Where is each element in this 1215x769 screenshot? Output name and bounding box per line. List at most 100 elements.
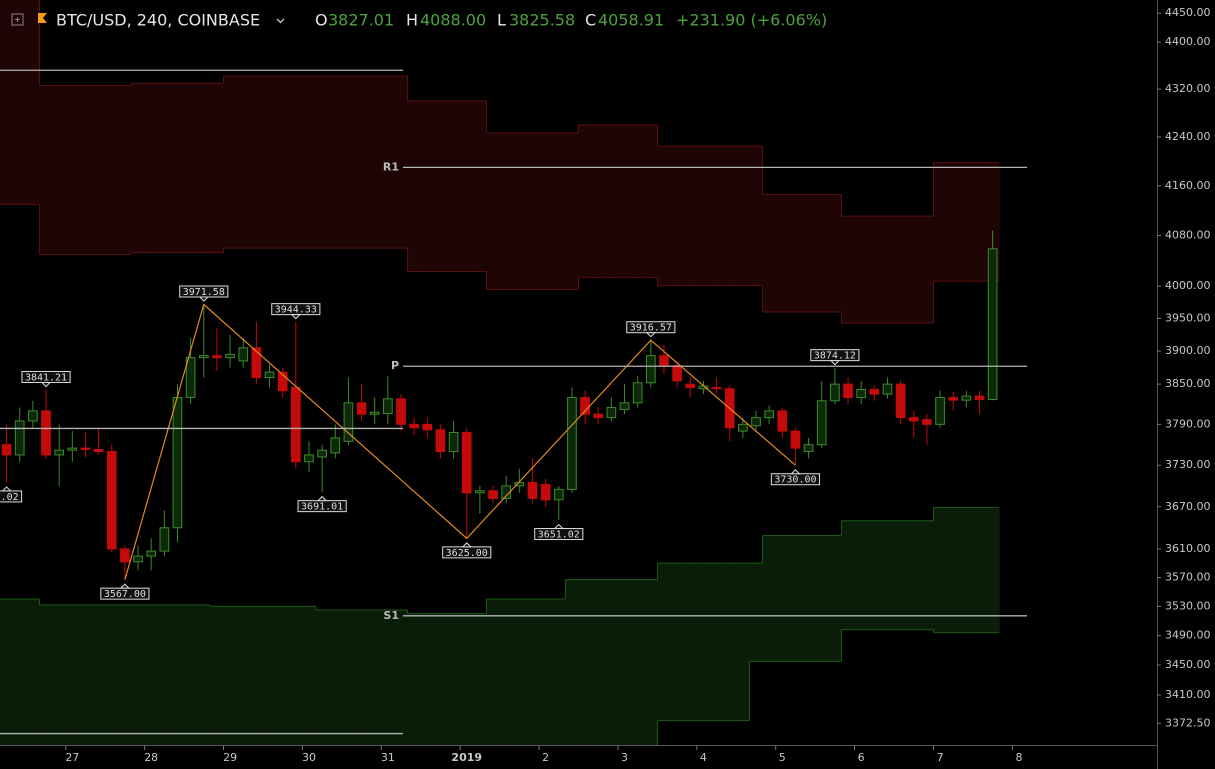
candle-body (987, 248, 998, 400)
band-cell (223, 76, 238, 249)
candle-body (67, 447, 78, 451)
candle-body (803, 444, 814, 453)
candle-body (619, 402, 630, 411)
band-cell (578, 124, 593, 278)
candle-body (475, 490, 485, 494)
candle-body (777, 410, 788, 432)
band-cell (473, 613, 487, 745)
band-cell (381, 609, 395, 745)
candle-body (935, 396, 945, 425)
band-cell (631, 579, 645, 745)
candle-body (14, 420, 25, 456)
candle-body (961, 395, 972, 401)
candle-body (540, 484, 551, 501)
pivot-pointer (119, 583, 131, 589)
y-tick-label: 3410.00 (1165, 688, 1211, 701)
band-cell (131, 83, 146, 253)
zigzag-line (124, 303, 796, 580)
band-cell (13, 0, 27, 205)
band-cell (539, 132, 553, 290)
candle-body (409, 423, 419, 429)
candle-body (908, 417, 919, 422)
pivot-pointer (40, 381, 52, 388)
y-tick-label: 3900.00 (1165, 344, 1211, 357)
pivot-level-label: S1 (383, 609, 399, 622)
candle-body (567, 396, 577, 490)
band-cell (486, 132, 501, 290)
flag-icon[interactable] (38, 13, 47, 23)
candle-body (632, 382, 643, 404)
band-cell (0, 0, 14, 205)
pivot-label-text: 3874.12 (814, 351, 856, 362)
pivot-label: 3916.57 (626, 321, 676, 338)
band-cell (591, 579, 606, 745)
band-cell (394, 609, 409, 745)
band-cell (447, 101, 461, 272)
band-cell (289, 606, 303, 745)
candle-body (856, 388, 867, 398)
band-cell (762, 535, 777, 662)
band-cell (933, 162, 948, 282)
close-value: 4058.91 (598, 11, 664, 30)
pivot-pointer (553, 523, 564, 530)
candle-body (369, 411, 380, 415)
candle-body (461, 431, 472, 494)
band-cell (433, 101, 448, 272)
expand-icon[interactable] (11, 13, 24, 26)
band-cell (920, 520, 934, 630)
band-cell (315, 76, 330, 249)
pivot-label-text: 3625.00 (446, 548, 488, 559)
candle-body (80, 447, 91, 450)
band-cell (920, 216, 934, 323)
band-cell (65, 604, 80, 745)
pivot-label: 3625.00 (442, 542, 492, 559)
symbol[interactable]: BTC/USD, 240, COINBASE (56, 11, 260, 30)
x-tick-label: 29 (223, 751, 237, 764)
band-cell (354, 609, 369, 745)
band-cell (289, 76, 303, 249)
band-cell (368, 609, 382, 745)
band-cell (460, 101, 474, 272)
band-cell (447, 613, 461, 745)
candle-body (974, 395, 985, 400)
pivot-label-text: 3971.58 (183, 287, 225, 298)
band-cell (749, 146, 764, 286)
candle-body (304, 454, 314, 463)
y-tick-label: 3530.00 (1165, 599, 1211, 612)
band-cell (525, 132, 540, 290)
band-cell (696, 146, 711, 286)
pivot-label: 5.02 (0, 486, 23, 503)
x-tick-label: 4 (700, 751, 707, 764)
band-cell (262, 76, 277, 249)
x-tick-label: 30 (302, 751, 316, 764)
band-cell (249, 76, 264, 249)
pivot-pointer (790, 469, 801, 475)
pivot-pointer (461, 542, 472, 548)
x-tick-label: 27 (65, 751, 79, 764)
y-tick-label: 4240.00 (1165, 130, 1211, 143)
band-cell (315, 609, 330, 745)
band-cell (354, 76, 369, 249)
candle-body (343, 402, 354, 442)
candle-body (764, 410, 774, 419)
candle-body (448, 431, 459, 453)
band-cell (78, 604, 93, 745)
band-cell (39, 85, 54, 255)
band-cell (157, 604, 172, 745)
header: BTC/USD, 240, COINBASE O 3827.01 H 4088.… (11, 11, 827, 30)
candle-body (816, 400, 827, 446)
pivot-label: 3730.00 (770, 469, 821, 486)
band-cell (13, 599, 27, 745)
symbol-chevron[interactable] (276, 18, 285, 24)
y-tick-label: 3730.00 (1165, 458, 1211, 471)
open-key: O (315, 11, 328, 30)
pivot-pointer (1, 486, 12, 492)
candle-body (290, 386, 301, 463)
low-key: L (497, 11, 506, 30)
y-tick-label: 4000.00 (1165, 279, 1211, 292)
pivot-pointer (198, 296, 209, 302)
candle-body (185, 357, 196, 398)
band-cell (657, 563, 672, 721)
x-tick-label: 5 (779, 751, 786, 764)
band-cell (867, 520, 882, 630)
